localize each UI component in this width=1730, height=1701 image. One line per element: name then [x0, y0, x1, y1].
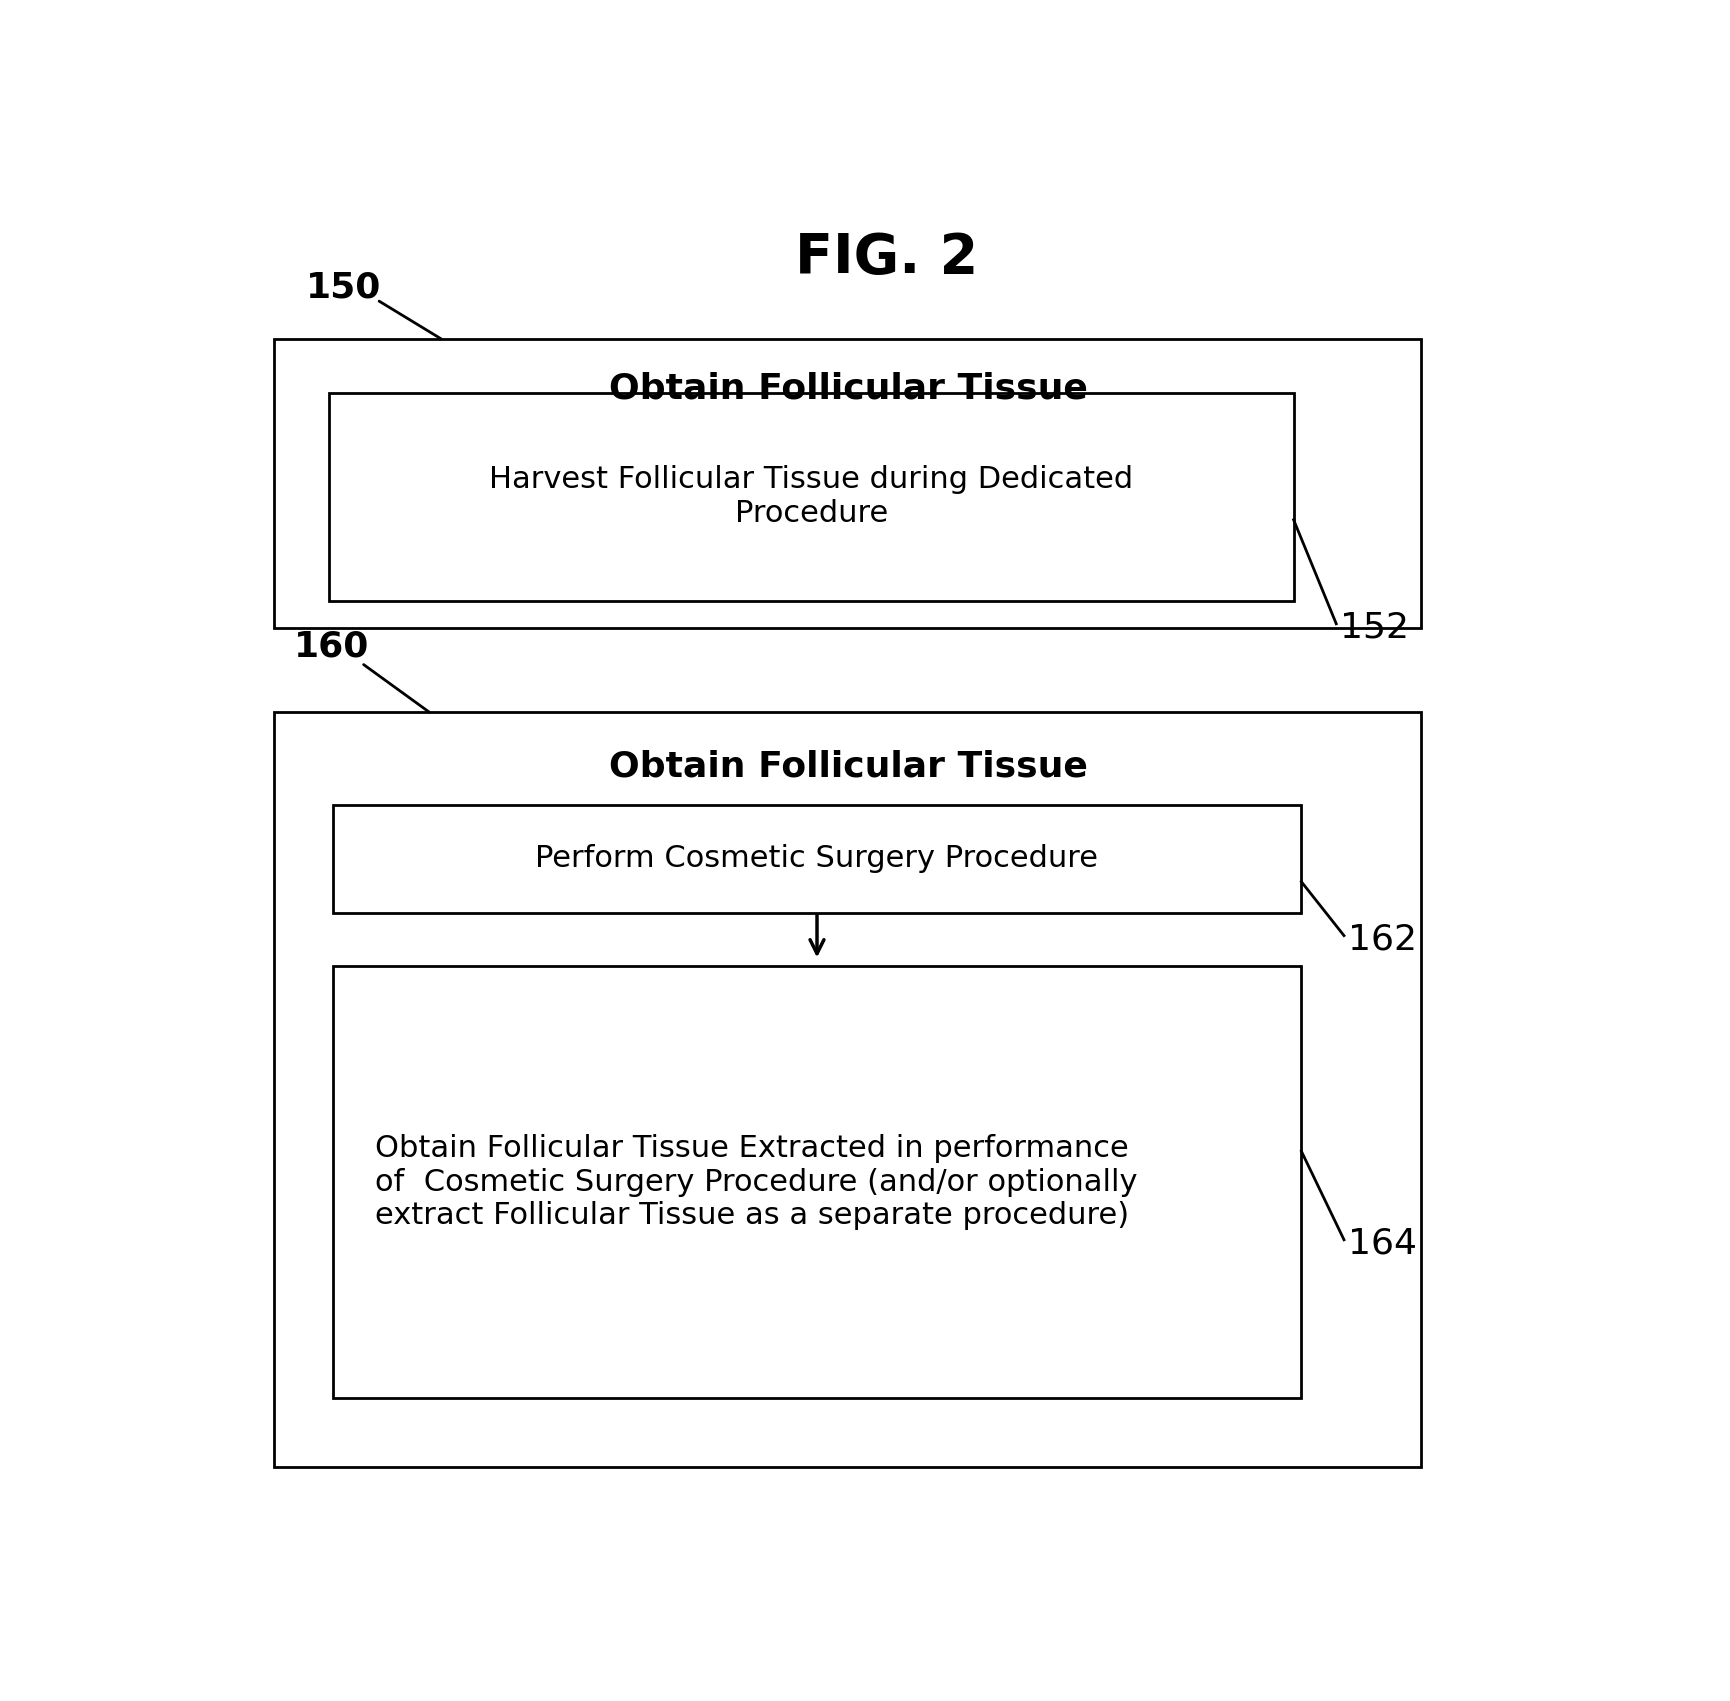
Text: 152: 152	[1339, 611, 1408, 645]
Bar	[332, 966, 1301, 1398]
Text: 160: 160	[294, 629, 368, 663]
Text: FIG. 2: FIG. 2	[794, 231, 977, 286]
Bar	[332, 805, 1301, 912]
Text: Obtain Follicular Tissue: Obtain Follicular Tissue	[609, 373, 1086, 407]
Text: 162: 162	[1348, 922, 1417, 956]
Text: 150: 150	[304, 270, 381, 304]
Text: Harvest Follicular Tissue during Dedicated
Procedure: Harvest Follicular Tissue during Dedicat…	[490, 466, 1133, 527]
Bar	[329, 393, 1292, 600]
Text: Obtain Follicular Tissue: Obtain Follicular Tissue	[609, 748, 1086, 782]
Text: 164: 164	[1348, 1226, 1417, 1260]
Text: Perform Cosmetic Surgery Procedure: Perform Cosmetic Surgery Procedure	[535, 844, 1099, 873]
Bar	[275, 338, 1420, 628]
Text: Obtain Follicular Tissue Extracted in performance
of  Cosmetic Surgery Procedure: Obtain Follicular Tissue Extracted in pe…	[375, 1135, 1137, 1230]
Bar	[275, 713, 1420, 1466]
